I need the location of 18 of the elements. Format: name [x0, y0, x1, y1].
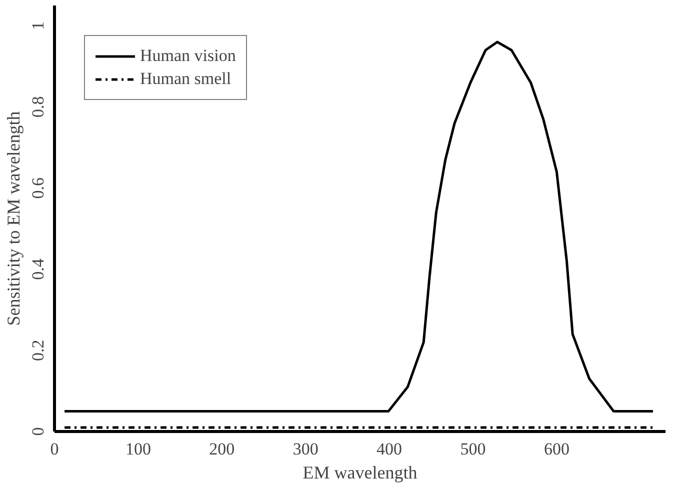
y-tick-label: 0.4 [28, 258, 48, 280]
x-axis-title: EM wavelength [302, 462, 418, 482]
x-tick-label: 500 [460, 440, 486, 458]
y-tick-label: 1 [28, 22, 48, 30]
x-tick-label: 0 [50, 440, 59, 458]
x-tick-label: 100 [125, 440, 151, 458]
x-tick-label: 400 [376, 440, 402, 458]
x-tick-label: 300 [292, 440, 318, 458]
y-tick-label: 0.2 [28, 340, 48, 361]
y-tick-label: 0.8 [28, 96, 48, 118]
x-tick-label: 200 [209, 440, 235, 458]
line-series [63, 40, 654, 412]
y-tick-label: 0.6 [28, 177, 48, 199]
y-tick-label: 0 [28, 427, 48, 436]
x-tick-label: 600 [544, 440, 570, 458]
legend-label: Human smell [140, 69, 232, 89]
y-axis-title: Sensitivity to EM wavelength [4, 111, 24, 326]
legend-label: Human vision [140, 46, 236, 66]
